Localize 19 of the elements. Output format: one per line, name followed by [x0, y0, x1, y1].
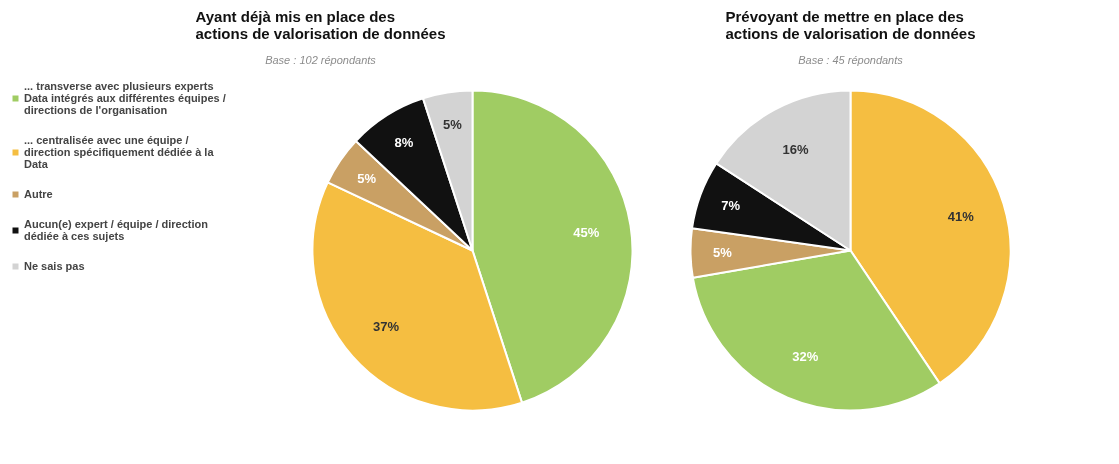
- data-label: 45%: [573, 224, 600, 240]
- data-label: 32%: [792, 348, 819, 364]
- data-label: 16%: [782, 141, 809, 157]
- data-label: 5%: [357, 171, 377, 187]
- chart-title: Prévoyant de mettre en place des actions de valorisation de données: [725, 7, 976, 42]
- legend-label: Ne sais pas: [24, 260, 85, 272]
- data-label: 37%: [373, 319, 400, 335]
- chart-subtitle: Base : 102 répondants: [265, 53, 377, 66]
- legend-label: Aucun(e) expert / équipe / direction dédiée à ces sujets: [24, 218, 208, 242]
- data-label: 41%: [947, 209, 975, 225]
- legend-label: ... transverse avec plusieurs experts Data intégrés aux différentes équipes / directions de l'organisation: [24, 80, 226, 116]
- chart-title: Ayant déjà mis en place des actions de valorisation de données: [195, 7, 446, 42]
- data-label: 7%: [721, 198, 741, 214]
- data-label: 5%: [713, 244, 733, 260]
- data-label: 8%: [394, 134, 414, 150]
- chart-subtitle: Base : 45 répondants: [798, 53, 904, 66]
- legend-label: ... centralisée avec une équipe / direction spécifiquement dédiée à la Data: [24, 134, 214, 170]
- legend-label: Autre: [24, 188, 53, 200]
- data-label: 5%: [443, 116, 463, 132]
